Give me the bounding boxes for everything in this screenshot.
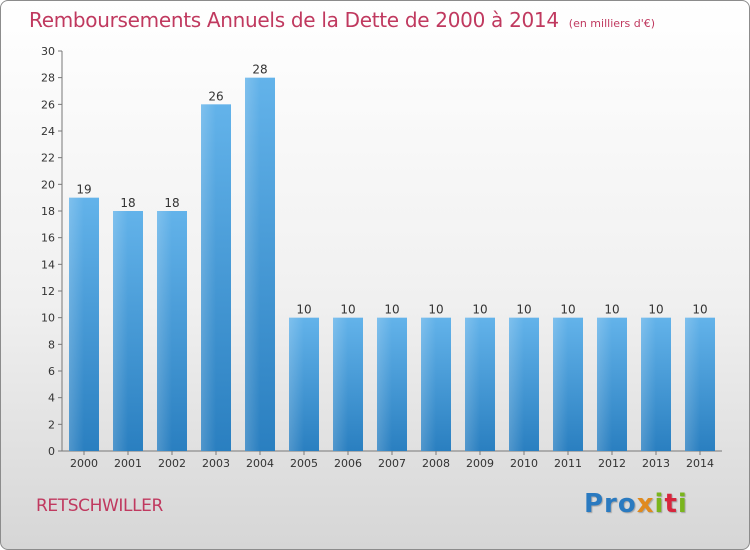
bar-highlight: [245, 77, 260, 452]
y-tick-label: 20: [41, 178, 55, 191]
bar-value-label: 19: [76, 183, 91, 197]
bar-value-label: 10: [692, 303, 707, 317]
y-tick-label: 14: [41, 258, 55, 271]
bar-value-label: 10: [428, 303, 443, 317]
y-tick-label: 8: [48, 338, 55, 351]
x-tick-label: 2009: [466, 457, 494, 470]
chart-bars: 19 18 18 26 28 10 10 10 10 10 10 10 10 10 10: [69, 63, 715, 452]
y-tick-label: 10: [41, 312, 55, 325]
bar-highlight: [641, 317, 656, 451]
y-tick-label: 4: [48, 392, 55, 405]
y-tick-label: 18: [41, 205, 55, 218]
y-tick-label: 26: [41, 98, 55, 111]
bar-highlight: [157, 211, 172, 451]
commune-name: RETSCHWILLER: [36, 496, 163, 516]
y-tick-label: 24: [41, 125, 55, 138]
x-tick-label: 2001: [114, 457, 142, 470]
bar-highlight: [685, 317, 700, 451]
bar-value-label: 10: [516, 303, 531, 317]
bar-value-label: 18: [164, 196, 179, 210]
chart-title-text: Remboursements Annuels de la Dette de 20…: [29, 8, 559, 32]
bar-highlight: [69, 197, 84, 451]
x-tick-label: 2012: [598, 457, 626, 470]
y-tick-label: 2: [48, 418, 55, 431]
bar-value-label: 10: [340, 303, 355, 317]
y-tick-label: 22: [41, 152, 55, 165]
x-tick-label: 2010: [510, 457, 538, 470]
bar-value-label: 28: [252, 63, 267, 77]
bar-highlight: [553, 317, 568, 451]
bar-value-label: 10: [648, 303, 663, 317]
x-tick-label: 2006: [334, 457, 362, 470]
bar-value-label: 10: [384, 303, 399, 317]
bar-value-label: 10: [604, 303, 619, 317]
y-tick-label: 16: [41, 232, 55, 245]
chart-title: Remboursements Annuels de la Dette de 20…: [29, 8, 655, 32]
bar-highlight: [509, 317, 524, 451]
bar-highlight: [289, 317, 304, 451]
y-tick-label: 28: [41, 72, 55, 85]
x-tick-label: 2003: [202, 457, 230, 470]
bar-highlight: [201, 104, 216, 451]
y-tick-label: 6: [48, 365, 55, 378]
bar-highlight: [465, 317, 480, 451]
y-tick-label: 30: [41, 45, 55, 58]
bar-value-label: 18: [120, 196, 135, 210]
bar-value-label: 10: [472, 303, 487, 317]
bar-highlight: [333, 317, 348, 451]
x-tick-label: 2008: [422, 457, 450, 470]
proxiti-logo: Proxiti: [584, 489, 688, 519]
x-tick-label: 2002: [158, 457, 186, 470]
bar-highlight: [597, 317, 612, 451]
bar-highlight: [113, 211, 128, 451]
x-tick-label: 2005: [290, 457, 318, 470]
x-tick-label: 2000: [70, 457, 98, 470]
x-tick-label: 2013: [642, 457, 670, 470]
bar-value-label: 10: [560, 303, 575, 317]
x-tick-label: 2004: [246, 457, 274, 470]
chart-subtitle: (en milliers d'€): [568, 17, 656, 30]
bar-value-label: 10: [296, 303, 311, 317]
x-tick-label: 2011: [554, 457, 582, 470]
y-tick-label: 0: [48, 445, 55, 458]
bar-highlight: [421, 317, 436, 451]
x-tick-label: 2007: [378, 457, 406, 470]
x-tick-label: 2014: [686, 457, 714, 470]
bar-highlight: [377, 317, 392, 451]
y-tick-label: 12: [41, 285, 55, 298]
bar-value-label: 26: [208, 89, 223, 103]
